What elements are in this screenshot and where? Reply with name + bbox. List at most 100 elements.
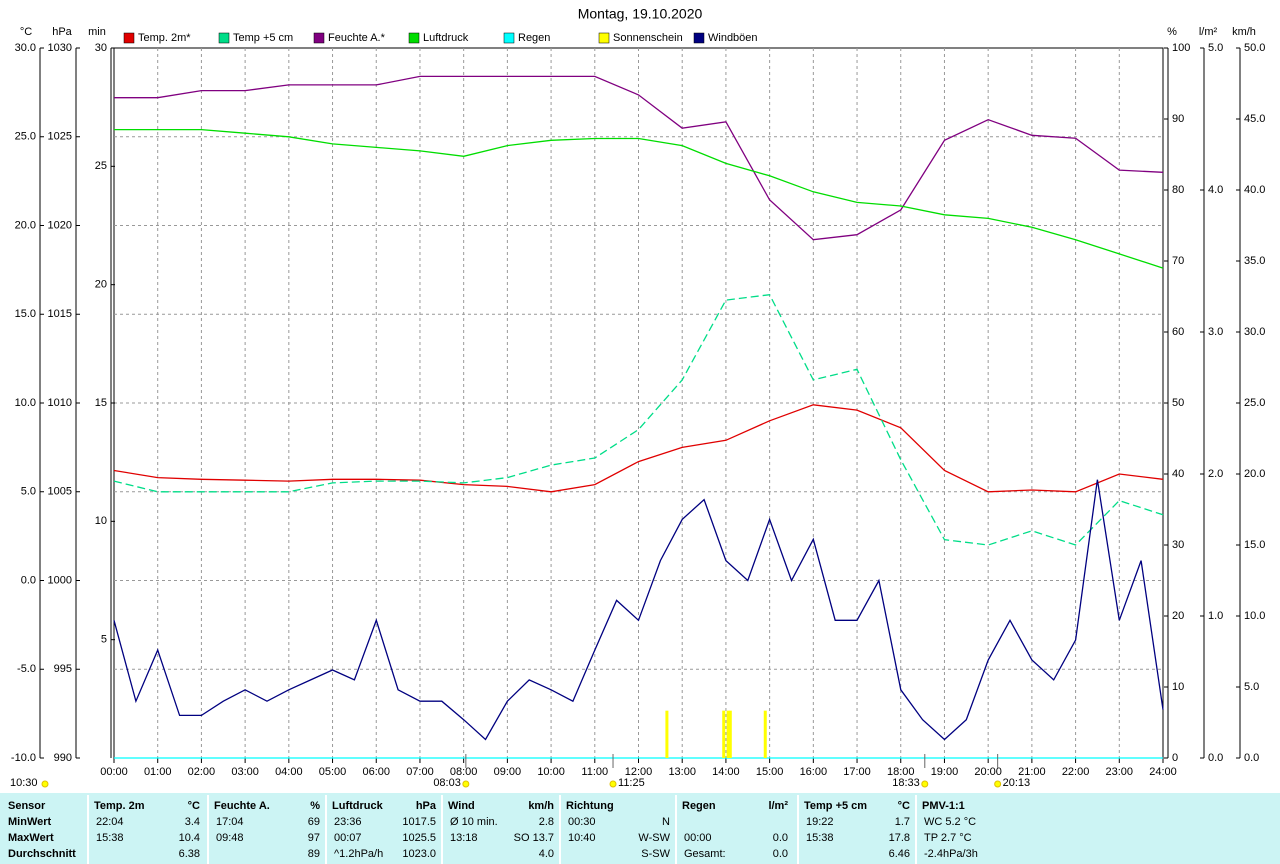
summary-cell: SO 13.7: [514, 832, 554, 844]
series-line: [113, 479, 1164, 741]
legend-label: Regen: [518, 32, 550, 44]
y-tick-label: 50: [1172, 397, 1184, 409]
summary-cell: 00:00: [684, 832, 712, 844]
x-tick-label: 07:00: [406, 766, 434, 778]
y-tick-label: 25: [95, 160, 107, 172]
y-tick-label: 20: [95, 279, 107, 291]
y-tick-label: 5.0: [1208, 42, 1223, 54]
y-axis-label: l/m²: [1199, 26, 1218, 38]
legend-swatch: [503, 32, 515, 44]
summary-cell: 6.38: [179, 848, 200, 860]
series-line: [114, 75, 1164, 241]
x-tick-label: 10:00: [537, 766, 565, 778]
summary-cell: 89: [308, 848, 320, 860]
summary-unit: °C: [188, 800, 200, 812]
x-tick-label: 04:00: [275, 766, 303, 778]
summary-unit: °C: [898, 800, 910, 812]
summary-cell: N: [662, 816, 670, 828]
y-tick-label: 1005: [48, 486, 72, 498]
x-tick-label: 03:00: [231, 766, 259, 778]
x-tick-label: 01:00: [144, 766, 172, 778]
summary-cell: 15:38: [806, 832, 834, 844]
summary-cell: 13:18: [450, 832, 478, 844]
x-tick-label: 05:00: [319, 766, 347, 778]
y-tick-label: 10: [1172, 681, 1184, 693]
y-tick-label: 15.0: [1244, 539, 1265, 551]
series-line: [114, 128, 1164, 269]
legend-swatch: [693, 32, 705, 44]
x-tick-label: 02:00: [188, 766, 216, 778]
x-tick-label: 13:00: [668, 766, 696, 778]
x-tick-label: 24:00: [1149, 766, 1177, 778]
y-tick-label: 35.0: [1244, 255, 1265, 267]
y-tick-label: 10.0: [15, 397, 36, 409]
y-tick-label: 4.0: [1208, 184, 1223, 196]
summary-cell: 09:48: [216, 832, 244, 844]
y-tick-label: 20: [1172, 610, 1184, 622]
summary-cell: 6.46: [889, 848, 910, 860]
annotation-icon: [462, 780, 470, 788]
legend-swatch: [313, 32, 325, 44]
summary-cell: -2.4hPa/3h: [924, 848, 978, 860]
y-tick-label: -10.0: [11, 752, 36, 764]
y-tick-label: 45.0: [1244, 113, 1265, 125]
summary-cell: 1025.5: [402, 832, 436, 844]
y-tick-label: 1030: [48, 42, 72, 54]
summary-cell: WC 5.2 °C: [924, 816, 976, 828]
y-tick-label: 0.0: [21, 574, 36, 586]
x-tick-label: 09:00: [494, 766, 522, 778]
summary-cell: 1017.5: [402, 816, 436, 828]
legend-label: Temp +5 cm: [233, 32, 293, 44]
summary-cell: 0.0: [773, 832, 788, 844]
summary-row-label: MinWert: [8, 816, 52, 828]
summary-title: Wind: [448, 800, 475, 812]
summary-title: Luftdruck: [332, 800, 384, 812]
y-tick-label: 50.0: [1244, 42, 1265, 54]
summary-cell: 00:07: [334, 832, 362, 844]
y-tick-label: 5.0: [21, 486, 36, 498]
y-tick-label: 5: [101, 634, 107, 646]
legend-label: Windböen: [708, 32, 758, 44]
legend-swatch: [218, 32, 230, 44]
legend-label: Temp. 2m*: [138, 32, 191, 44]
y-tick-label: 0.0: [1244, 752, 1259, 764]
y-tick-label: 1015: [48, 308, 72, 320]
y-tick-label: 80: [1172, 184, 1184, 196]
sunshine-bar: [665, 710, 669, 758]
annotation-label: 18:33: [892, 777, 920, 789]
y-tick-label: 30: [1172, 539, 1184, 551]
summary-row-label: MaxWert: [8, 832, 54, 844]
summary-unit: hPa: [416, 800, 437, 812]
summary-title: Regen: [682, 800, 716, 812]
y-tick-label: 10: [95, 515, 107, 527]
summary-title: Richtung: [566, 800, 614, 812]
x-tick-label: 12:00: [625, 766, 653, 778]
x-tick-label: 19:00: [931, 766, 959, 778]
summary-cell: TP 2.7 °C: [924, 832, 972, 844]
annotation-label: 08:03: [433, 777, 461, 789]
y-axis-label: °C: [20, 26, 32, 38]
y-tick-label: 1.0: [1208, 610, 1223, 622]
x-tick-label: 15:00: [756, 766, 784, 778]
summary-row-label: Durchschnitt: [8, 848, 76, 860]
annotation-icon: [921, 780, 929, 788]
summary-cell: 69: [308, 816, 320, 828]
y-tick-label: 20.0: [15, 219, 36, 231]
y-tick-label: 0.0: [1208, 752, 1223, 764]
y-tick-label: 995: [54, 663, 72, 675]
y-tick-label: 1025: [48, 131, 72, 143]
y-tick-label: 40: [1172, 468, 1184, 480]
sunshine-bar: [728, 710, 732, 758]
summary-cell: 22:04: [96, 816, 124, 828]
x-tick-label: 21:00: [1018, 766, 1046, 778]
summary-cell: 3.4: [185, 816, 200, 828]
x-tick-label: 11:00: [581, 766, 608, 778]
y-tick-label: 20.0: [1244, 468, 1265, 480]
legend-swatch: [123, 32, 135, 44]
y-tick-label: 1010: [48, 397, 72, 409]
y-tick-label: 3.0: [1208, 326, 1223, 338]
sunshine-bar: [722, 710, 726, 758]
summary-unit: km/h: [528, 800, 554, 812]
y-tick-label: 1020: [48, 219, 72, 231]
